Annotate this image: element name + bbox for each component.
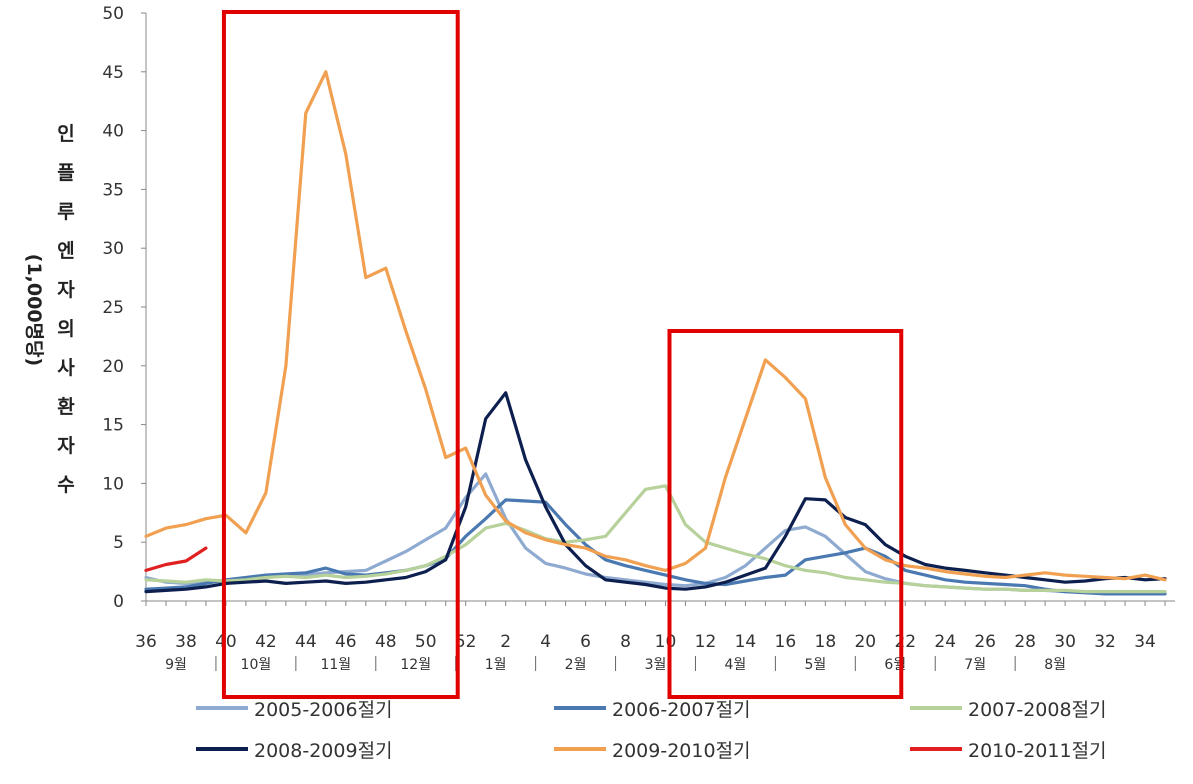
series-line-2010-2011절기 — [144, 546, 208, 573]
x-tick-label: 44 — [295, 632, 317, 652]
x-tick-label: 2 — [500, 632, 511, 652]
x-tick-label: 30 — [1054, 632, 1076, 652]
y-tick-label: 50 — [102, 4, 124, 24]
x-tick-label: 26 — [974, 632, 996, 652]
y-tick-label: 15 — [102, 416, 124, 436]
x-tick-label: 16 — [775, 632, 797, 652]
highlight-boxes — [221, 10, 904, 699]
x-tick-label: 20 — [854, 632, 876, 652]
x-tick-label: 8 — [620, 632, 631, 652]
x-tick-label: 18 — [815, 632, 837, 652]
x-tick-label: 48 — [375, 632, 397, 652]
month-label: 9월 — [165, 657, 187, 673]
y-tick-label: 20 — [102, 357, 124, 377]
month-label: 12월 — [400, 657, 431, 673]
y-label-char: 자 — [57, 279, 75, 301]
y-tick-label: 45 — [102, 63, 124, 83]
month-label: 10월 — [241, 657, 272, 673]
y-tick-label: 40 — [102, 122, 124, 142]
legend-label: 2009-2010절기 — [612, 740, 751, 762]
legend-label: 2008-2009절기 — [254, 740, 393, 762]
y-label-char: 환 — [57, 396, 75, 418]
series-line-2007-2008절기 — [144, 484, 1167, 594]
x-tick-label: 32 — [1094, 632, 1116, 652]
month-label: 8월 — [1044, 657, 1066, 673]
y-label-char: 사 — [57, 357, 75, 379]
series-line-2008-2009절기 — [144, 391, 1167, 594]
x-tick-label: 46 — [335, 632, 357, 652]
x-tick-label: 22 — [894, 632, 916, 652]
legend-label: 2005-2006절기 — [254, 699, 393, 721]
y-tick-label: 35 — [102, 180, 124, 200]
axes — [141, 12, 1175, 606]
legend-label: 2010-2011절기 — [968, 740, 1107, 762]
y-tick-label: 5 — [113, 533, 124, 553]
highlight-box — [221, 10, 460, 699]
y-label-unit: (1,000명당) — [23, 254, 45, 366]
y-label-char: 수 — [57, 474, 74, 496]
x-tick-label: 52 — [455, 632, 477, 652]
x-tick-label: 36 — [135, 632, 157, 652]
month-label: 1월 — [485, 657, 507, 673]
month-label: 11월 — [320, 657, 351, 673]
y-tick-label: 30 — [102, 239, 124, 259]
x-tick-label: 14 — [735, 632, 757, 652]
x-tick-label: 50 — [415, 632, 437, 652]
series-line-2009-2010절기 — [144, 70, 1167, 582]
month-label: 5월 — [804, 657, 826, 673]
x-tick-label: 42 — [255, 632, 277, 652]
month-label: 3월 — [645, 657, 667, 673]
x-tick-label: 24 — [934, 632, 956, 652]
x-tick-label: 38 — [175, 632, 197, 652]
x-tick-label: 28 — [1014, 632, 1036, 652]
month-label: 7월 — [964, 657, 986, 673]
y-tick-label: 25 — [102, 298, 124, 318]
y-label-char: 루 — [57, 201, 74, 223]
x-tick-label: 4 — [540, 632, 551, 652]
highlight-box — [667, 329, 904, 699]
y-tick-labels: 0 5 10 15 20 25 30 35 40 45 50 — [102, 4, 124, 612]
x-tick-label: 34 — [1134, 632, 1156, 652]
legend-label: 2007-2008절기 — [968, 699, 1107, 721]
month-labels: 9월 10월 11월 12월 1월 2월 3월 4월 5월 6월 7월 8월 — [165, 656, 1066, 673]
legend-label: 2006-2007절기 — [612, 699, 751, 721]
y-label-char: 플 — [57, 162, 74, 184]
x-tick-labels: 36 38 40 42 44 46 48 50 52 2 4 6 8 10 12 14 16 18 20 22 24 26… — [135, 632, 1156, 652]
series-line-2006-2007절기 — [144, 498, 1167, 596]
y-tick-label: 0 — [113, 592, 124, 612]
month-label: 4월 — [725, 657, 747, 673]
y-label-char: 자 — [57, 435, 75, 457]
x-tick-label: 12 — [695, 632, 717, 652]
y-label-char: 엔 — [57, 240, 74, 262]
y-tick-label: 10 — [102, 474, 124, 494]
series-lines — [144, 70, 1167, 596]
month-label: 2월 — [565, 657, 587, 673]
x-tick-label: 6 — [580, 632, 591, 652]
y-label-char: 인 — [57, 123, 74, 145]
legend: 2005-2006절기 2006-2007절기 2007-2008절기 2008-20… — [196, 699, 1107, 762]
y-label-char: 의 — [57, 318, 74, 340]
x-tick-label: 10 — [655, 632, 677, 652]
